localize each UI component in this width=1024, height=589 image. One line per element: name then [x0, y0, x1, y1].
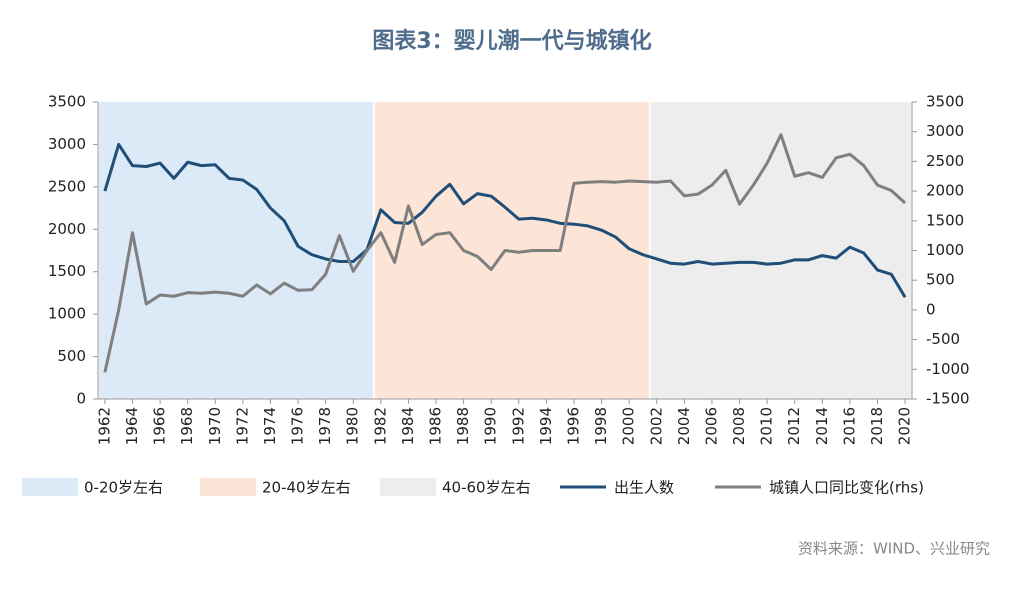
- y2-tick-label: -500: [926, 330, 960, 348]
- y2-tick-label: 2500: [926, 152, 964, 170]
- age-band: [650, 102, 912, 399]
- y2-tick-label: 2000: [926, 182, 964, 200]
- y2-tick-label: -1500: [926, 390, 970, 408]
- legend-label: 城镇人口同比变化(rhs): [769, 479, 924, 497]
- x-tick-label: 2016: [840, 407, 858, 445]
- x-tick-label: 1992: [509, 407, 527, 445]
- y-tick-label: 1000: [48, 305, 86, 323]
- x-tick-label: 2008: [730, 407, 748, 445]
- y2-tick-label: 1000: [926, 241, 964, 259]
- x-tick-label: 1962: [95, 407, 113, 445]
- y-tick-label: 2000: [48, 220, 86, 238]
- x-tick-label: 1968: [178, 407, 196, 445]
- legend-label: 20-40岁左右: [262, 479, 351, 497]
- series-line: [103, 142, 907, 298]
- x-tick-label: 1994: [537, 407, 555, 445]
- x-tick-label: 1974: [261, 407, 279, 445]
- x-tick-label: 1988: [454, 407, 472, 445]
- series-line: [103, 133, 907, 373]
- age-band: [98, 102, 374, 399]
- y2-tick-label: 3000: [926, 122, 964, 140]
- y-tick-label: 0: [76, 390, 86, 408]
- legend-swatch: [200, 478, 256, 496]
- x-tick-label: 1972: [233, 407, 251, 445]
- y2-tick-label: 0: [926, 300, 936, 318]
- x-tick-label: 2020: [896, 407, 914, 445]
- x-tick-label: 2006: [702, 407, 720, 445]
- legend-swatch: [380, 478, 436, 496]
- x-tick-label: 1976: [289, 407, 307, 445]
- x-tick-label: 1966: [151, 407, 169, 445]
- x-tick-label: 1998: [592, 407, 610, 445]
- x-tick-label: 1970: [206, 407, 224, 445]
- chart-title: 图表3：婴儿潮一代与城镇化: [372, 28, 651, 54]
- x-tick-label: 1986: [427, 407, 445, 445]
- x-tick-label: 2004: [675, 407, 693, 445]
- x-tick-label: 2002: [647, 407, 665, 445]
- x-tick-label: 1984: [399, 407, 417, 445]
- x-tick-label: 1990: [482, 407, 500, 445]
- x-tick-label: 2012: [785, 407, 803, 445]
- y2-tick-label: 3500: [926, 93, 964, 111]
- y2-tick-label: 500: [926, 271, 955, 289]
- legend-label: 0-20岁左右: [84, 479, 163, 497]
- legend-label: 40-60岁左右: [442, 479, 531, 497]
- y2-tick-label: -1000: [926, 360, 970, 378]
- x-tick-label: 1982: [371, 407, 389, 445]
- x-tick-label: 2000: [620, 407, 638, 445]
- y-tick-label: 3000: [48, 135, 86, 153]
- x-tick-label: 1980: [344, 407, 362, 445]
- x-tick-label: 1964: [123, 407, 141, 445]
- y-tick-label: 1500: [48, 262, 86, 280]
- legend-label: 出生人数: [614, 479, 674, 497]
- x-tick-label: 2014: [813, 407, 831, 445]
- x-tick-label: 2010: [758, 407, 776, 445]
- x-tick-label: 1978: [316, 407, 334, 445]
- legend-swatch: [22, 478, 78, 496]
- y-tick-label: 500: [57, 347, 86, 365]
- y-tick-label: 2500: [48, 177, 86, 195]
- x-tick-label: 1996: [564, 407, 582, 445]
- y2-tick-label: 1500: [926, 211, 964, 229]
- x-tick-label: 2018: [868, 407, 886, 445]
- source: 资料来源：WIND、兴业研究: [798, 540, 990, 558]
- y-tick-label: 3500: [48, 93, 86, 111]
